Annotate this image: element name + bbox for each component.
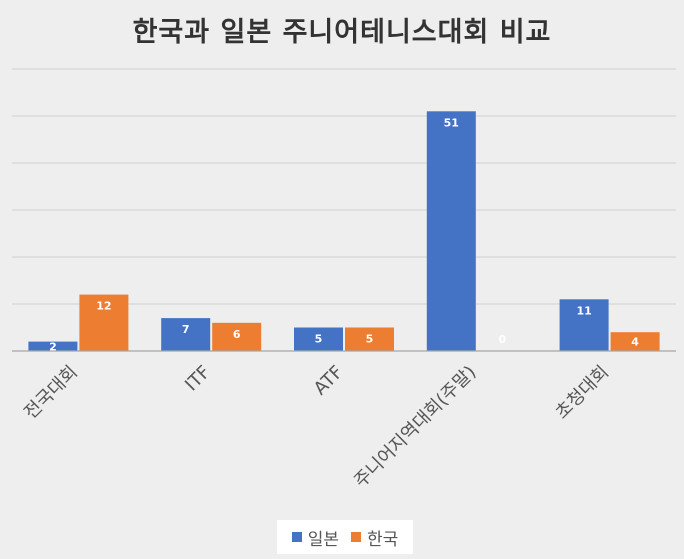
legend-label-series-1: 한국	[367, 529, 399, 550]
x-tick-label-0: 전국대회	[20, 362, 82, 424]
legend-item-series-0: 일본	[291, 525, 339, 550]
legend-swatch-series-1	[351, 532, 361, 542]
bar-1-4	[610, 332, 660, 351]
bar-0-3	[426, 111, 476, 351]
data-label-1-4: 4	[631, 336, 639, 349]
bar-1-1	[212, 322, 262, 351]
data-label-0-4: 11	[576, 304, 591, 317]
data-label-0-0: 2	[49, 340, 57, 353]
bar-0-4	[559, 299, 609, 351]
data-label-0-2: 5	[315, 333, 323, 346]
bar-1-0	[79, 294, 129, 351]
bar-1-2	[345, 327, 394, 351]
legend-swatch-series-0	[291, 532, 302, 542]
x-tick-label-2: ATF	[310, 362, 348, 400]
bar-0-1	[161, 318, 211, 351]
legend-label-series-0: 일본	[307, 529, 339, 550]
data-label-1-3: 0	[498, 333, 506, 346]
data-label-0-3: 51	[444, 116, 459, 129]
data-label-1-0: 12	[96, 300, 111, 313]
x-tick-label-4: 초청대회	[551, 362, 613, 424]
bar-0-2	[294, 327, 343, 351]
data-label-1-2: 5	[366, 333, 374, 346]
chart-title: 한국과 일본 주니어테니스대회 비교	[132, 17, 552, 48]
data-label-1-1: 6	[233, 328, 241, 341]
legend: 일본 한국	[277, 520, 413, 554]
x-tick-label-3: 주니어지역대회(주말)	[350, 362, 480, 492]
legend-item-series-1: 한국	[351, 525, 398, 550]
bar-0-0	[28, 341, 78, 351]
data-label-0-1: 7	[182, 323, 190, 336]
x-tick-label-1: ITF	[181, 362, 215, 396]
